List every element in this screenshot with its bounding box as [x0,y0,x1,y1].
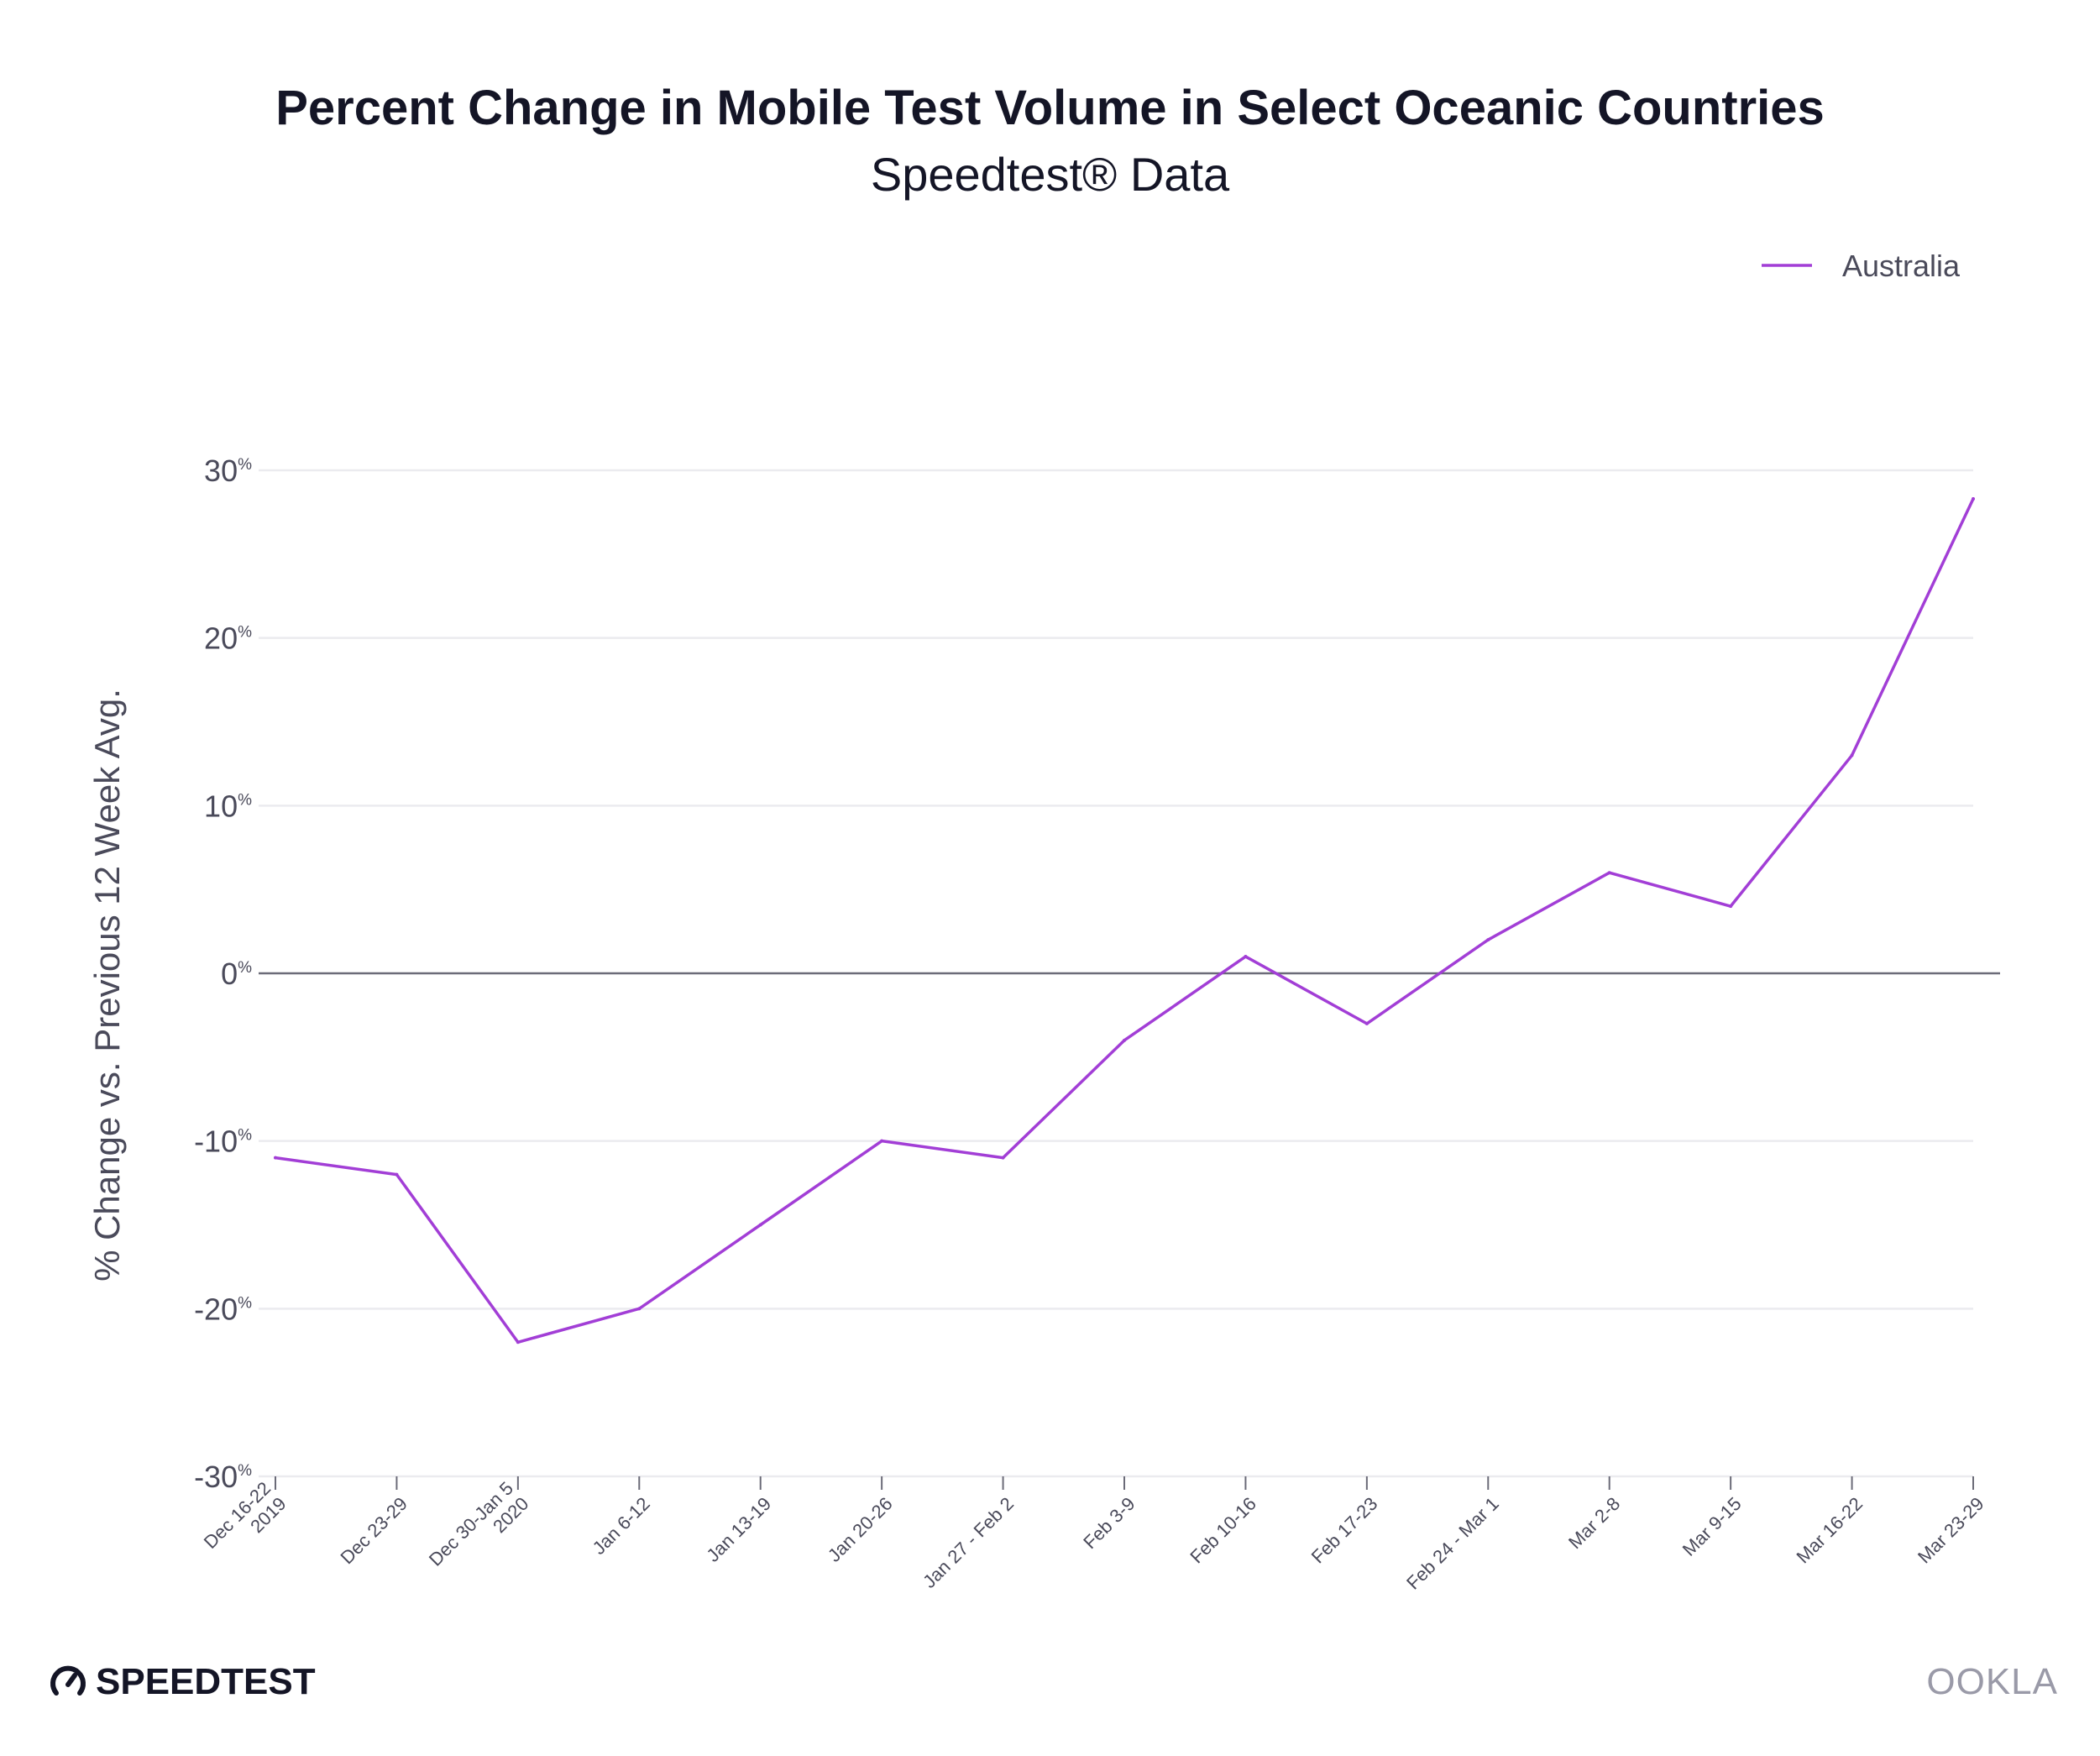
speedtest-logo-text: SPEEDTEST [96,1661,316,1702]
data-point [1729,904,1733,909]
data-point [1001,1156,1005,1160]
x-tick-label: Feb 17-23 [1307,1493,1382,1568]
x-tick-label: Jan 20-26 [824,1493,897,1566]
data-point [1364,1021,1369,1025]
data-point [758,1223,762,1227]
y-tick-label: 10% [204,789,252,823]
svg-text:Feb 17-23: Feb 17-23 [1307,1493,1382,1568]
y-tick-label: 30% [204,453,252,488]
y-tick-label: -30% [194,1460,252,1494]
x-tick-label: Mar 23-29 [1914,1493,1988,1568]
svg-text:Feb 3-9: Feb 3-9 [1079,1493,1139,1553]
legend-label: Australia [1842,249,1961,283]
y-tick-label: -20% [194,1292,252,1326]
data-point [1244,955,1248,959]
y-tick-label: 20% [204,621,252,656]
svg-text:Jan 27 - Feb 2: Jan 27 - Feb 2 [919,1493,1018,1592]
x-tick-label: Feb 24 - Mar 1 [1402,1493,1503,1594]
svg-text:Mar 2-8: Mar 2-8 [1564,1493,1624,1553]
data-point [1123,1038,1126,1042]
chart-title: Percent Change in Mobile Test Volume in … [275,81,1825,135]
svg-text:Dec 23-29: Dec 23-29 [337,1493,411,1568]
x-tick-label: Feb 3-9 [1079,1493,1139,1553]
svg-text:Mar 16-22: Mar 16-22 [1793,1493,1867,1568]
x-tick-label: Dec 23-29 [337,1493,411,1568]
data-point [1486,938,1490,942]
data-point [1607,871,1611,875]
data-point [1850,753,1854,757]
x-tick-label: Jan 13-19 [702,1493,775,1566]
x-tick-label: Mar 16-22 [1793,1493,1867,1568]
svg-text:Mar 23-29: Mar 23-29 [1914,1493,1988,1568]
y-tick-label: -10% [194,1124,252,1159]
svg-text:Feb 10-16: Feb 10-16 [1186,1493,1260,1568]
x-tick-label: Mar 2-8 [1564,1493,1624,1553]
y-axis-label: % Change vs. Previous 12 Week Avg. [87,689,127,1282]
svg-text:Feb 24 - Mar 1: Feb 24 - Mar 1 [1402,1493,1503,1594]
x-tick-label: Jan 27 - Feb 2 [919,1493,1018,1592]
svg-text:Jan 20-26: Jan 20-26 [824,1493,897,1566]
chart-subtitle: Speedtest® Data [870,148,1230,201]
x-tick-label: Jan 6-12 [589,1493,654,1559]
data-point [880,1139,884,1143]
speedometer-icon [50,1665,86,1696]
data-point [637,1307,642,1311]
x-tick-label: Mar 9-15 [1678,1493,1746,1560]
ookla-logo: OOKLA [1926,1661,2058,1702]
speedtest-logo: SPEEDTEST [49,1661,316,1703]
data-point [395,1172,399,1177]
data-point [274,1156,277,1160]
svg-text:Jan 6-12: Jan 6-12 [589,1493,654,1559]
data-point [516,1340,520,1345]
x-tick-label: Feb 10-16 [1186,1493,1260,1568]
data-point [1972,496,1975,501]
series-line-australia [274,497,1975,1345]
svg-text:Mar 9-15: Mar 9-15 [1678,1493,1746,1560]
svg-text:Jan 13-19: Jan 13-19 [702,1493,775,1566]
y-tick-label: 0% [221,957,252,991]
